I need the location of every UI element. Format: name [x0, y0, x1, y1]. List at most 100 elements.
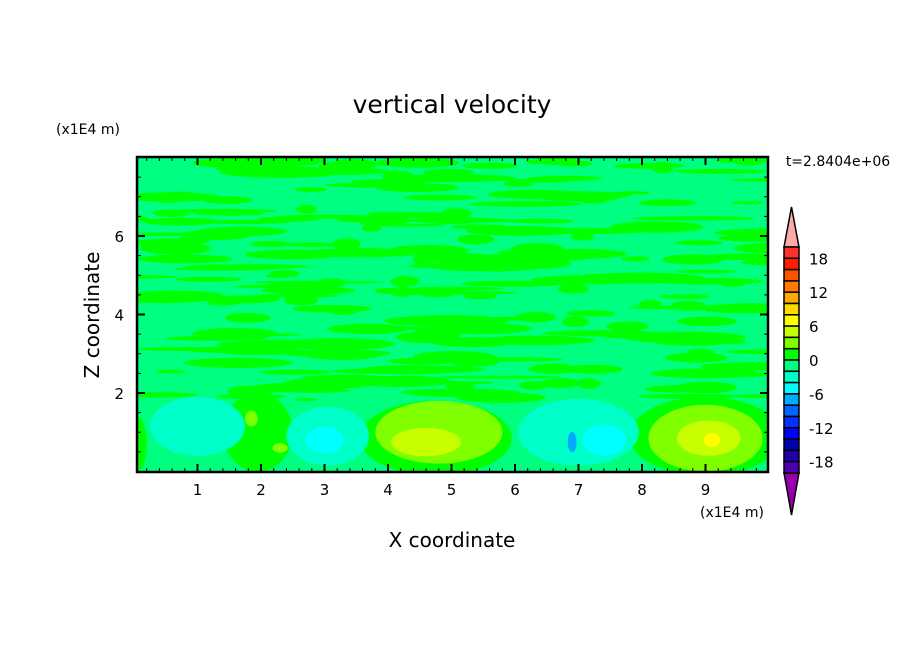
contour-band [440, 208, 472, 220]
y-tick-label: 4 [114, 307, 124, 325]
colorbar-bin [783, 291, 800, 305]
contour-band [192, 157, 295, 169]
contour-field [137, 157, 768, 472]
colorbar-over-triangle [783, 206, 800, 248]
contour-band [283, 377, 374, 390]
contour-band [196, 226, 288, 236]
contour-band [651, 368, 761, 379]
axis-ticks [137, 157, 768, 472]
contour-band [195, 219, 291, 225]
contour-region [222, 393, 293, 472]
x-axis-label: X coordinate [389, 528, 516, 552]
contour-band [295, 398, 318, 402]
colorbar-bin [783, 449, 800, 463]
contour-band [466, 226, 576, 236]
contour-band [535, 157, 578, 165]
contour-region [567, 431, 577, 453]
time-label: t=2.8404e+06 [786, 154, 890, 170]
contour-band [407, 263, 469, 268]
contour-band [570, 233, 595, 241]
colorbar-tick-label: -18 [809, 454, 834, 472]
contour-band [510, 243, 564, 255]
contour-band [675, 240, 723, 246]
contour-band [137, 392, 198, 398]
contour-band [137, 275, 178, 279]
contour-band [638, 299, 662, 309]
colorbar-tick-label: 18 [809, 250, 828, 268]
contour-band [281, 388, 350, 393]
contour-band [419, 252, 492, 265]
contour-band [576, 378, 601, 389]
contour-band [283, 242, 340, 247]
x-tick-label: 6 [510, 481, 520, 499]
contour-band [398, 290, 519, 295]
contour-band [281, 349, 391, 358]
contour-band [361, 224, 382, 232]
contour-band [299, 248, 420, 258]
contour-band [511, 191, 632, 200]
y-tick-labels: 2 4 6 [114, 228, 124, 403]
colorbar-tick-label: -12 [809, 420, 834, 438]
contour-band [261, 286, 356, 295]
contour-band [565, 310, 616, 317]
contour-band [374, 157, 459, 168]
contour-band [411, 328, 462, 340]
colorbar-bin [783, 257, 800, 271]
contour-band [624, 331, 746, 344]
colorbar-bin [783, 370, 800, 384]
contour-band [540, 378, 581, 388]
contour-band [400, 211, 446, 219]
colorbar-bin [783, 438, 800, 452]
x-tick-label: 5 [447, 481, 457, 499]
contour-region [149, 396, 246, 456]
contour-region [703, 433, 721, 448]
contour-band [296, 204, 317, 214]
contour-band [327, 323, 410, 335]
contour-band [732, 394, 768, 398]
contour-band [729, 178, 768, 182]
contour-band [292, 304, 373, 313]
contour-band [714, 228, 768, 238]
contour-band [730, 201, 765, 205]
contour-band [503, 191, 527, 197]
contour-region [305, 426, 344, 454]
colorbar-bin [783, 460, 800, 474]
colorbar-bin [783, 415, 800, 429]
contour-band [722, 303, 768, 310]
contour-band [518, 381, 549, 390]
colorbar-tick-label: 6 [809, 318, 819, 336]
colorbar-tick-label: -6 [809, 386, 824, 404]
y-tick-label: 2 [114, 385, 124, 403]
contour-band [698, 253, 768, 261]
contour-band [202, 196, 253, 204]
contour-band [725, 349, 768, 355]
contour-region [137, 416, 147, 472]
contour-band [175, 276, 242, 282]
contour-band [578, 272, 704, 284]
contour-band [152, 209, 190, 218]
contour-band [444, 383, 475, 390]
contour-band [670, 300, 707, 311]
contour-band [294, 187, 328, 192]
contour-region [581, 424, 627, 456]
contour-band [283, 295, 319, 306]
colorbar-bin [783, 325, 800, 339]
contour-band [676, 269, 737, 274]
contour-band [265, 273, 294, 278]
contour-band [650, 161, 675, 174]
contour-band [285, 167, 391, 175]
contour-region [272, 443, 288, 453]
contour-band [674, 168, 768, 174]
colorbar-under-triangle [783, 472, 800, 516]
contour-band [514, 312, 557, 323]
contour-band [382, 170, 414, 182]
contour-band [658, 294, 711, 299]
colorbar-bin [783, 427, 800, 440]
contour-band [373, 287, 422, 293]
contour-band [224, 312, 271, 323]
contour-band [332, 238, 361, 250]
colorbar-bin [783, 393, 800, 406]
x-tick-label: 2 [256, 481, 266, 499]
x-tick-label: 1 [193, 481, 203, 499]
